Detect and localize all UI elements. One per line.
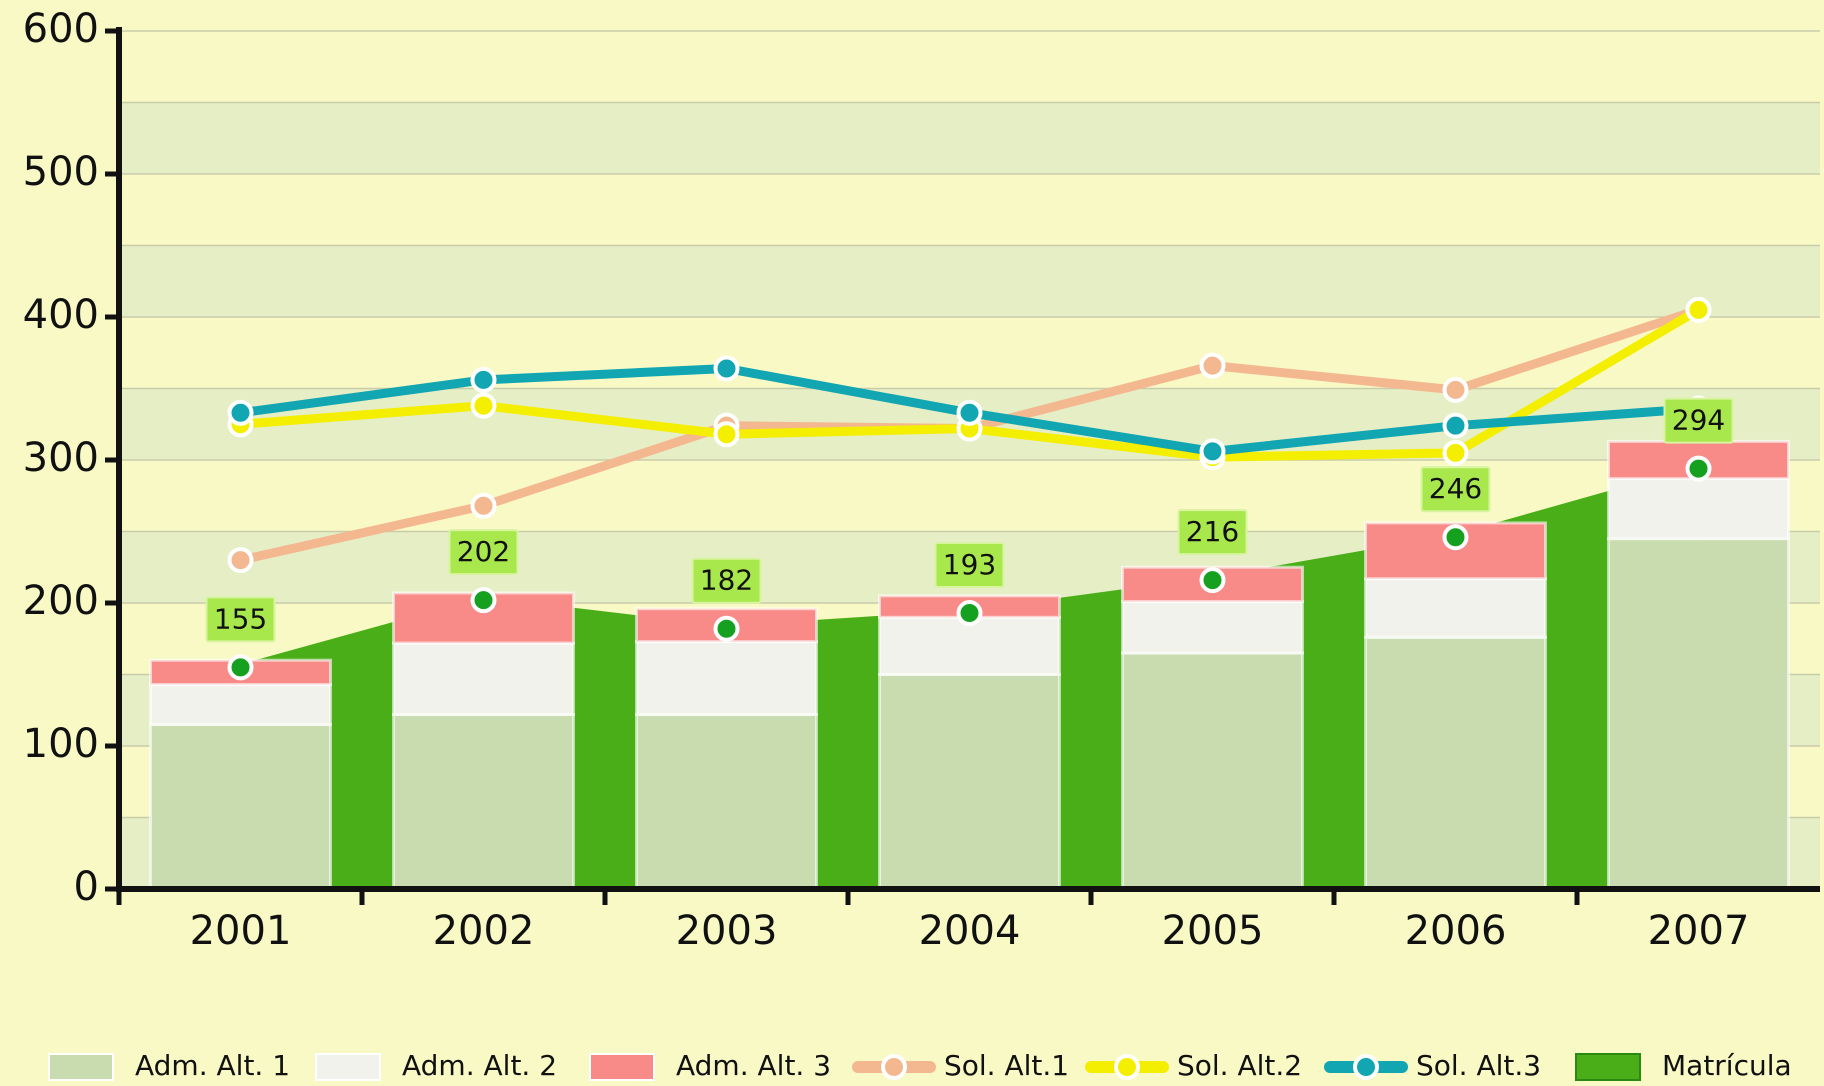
- area-marker: [1442, 524, 1469, 551]
- data-label: 216: [1186, 515, 1239, 548]
- legend-label: Sol. Alt.2: [1177, 1049, 1302, 1082]
- bar-segment: [1121, 651, 1304, 891]
- area-marker: [713, 615, 740, 642]
- data-label-box: [1420, 466, 1491, 513]
- area-marker: [470, 587, 497, 614]
- bar-segment: [149, 723, 332, 891]
- bar-segment: [878, 673, 1061, 891]
- legend-label: Adm. Alt. 1: [135, 1049, 290, 1082]
- line-marker: [227, 547, 254, 574]
- bar-segment: [1121, 600, 1304, 655]
- y-tick-label: 500: [23, 149, 99, 195]
- legend-marker: [1114, 1054, 1140, 1080]
- grid-band: [119, 102, 1820, 174]
- x-tick-label: 2004: [919, 908, 1021, 954]
- x-tick-label: 2002: [433, 908, 535, 954]
- x-tick-label: 2001: [190, 908, 292, 954]
- data-label: 182: [700, 564, 753, 597]
- line-marker: [470, 366, 497, 393]
- y-tick-label: 200: [23, 578, 99, 624]
- legend-swatch: [1575, 1053, 1641, 1081]
- bar-segment: [149, 683, 332, 727]
- data-label: 202: [457, 535, 510, 568]
- data-label-box: [1663, 397, 1734, 444]
- line-marker: [1685, 296, 1712, 323]
- bar-segment: [392, 641, 575, 717]
- line-marker: [1442, 412, 1469, 439]
- data-label-box: [448, 529, 519, 576]
- x-tick-label: 2007: [1648, 908, 1750, 954]
- legend-swatch: [48, 1053, 114, 1081]
- y-tick-label: 100: [23, 721, 99, 767]
- bar-segment: [878, 615, 1061, 676]
- data-label-box: [691, 557, 762, 604]
- area-marker: [1685, 455, 1712, 482]
- line-marker: [470, 492, 497, 519]
- legend-swatch: [315, 1053, 381, 1081]
- line-marker: [227, 399, 254, 426]
- data-label-box: [1177, 509, 1248, 556]
- bar-segment: [635, 640, 818, 717]
- line-marker: [1199, 352, 1226, 379]
- line-marker: [1442, 439, 1469, 466]
- data-label-box: [205, 596, 276, 643]
- y-tick-label: 400: [23, 292, 99, 338]
- bar-segment: [1607, 537, 1790, 891]
- legend-marker: [1353, 1054, 1379, 1080]
- x-tick-label: 2005: [1162, 908, 1264, 954]
- line-marker: [713, 421, 740, 448]
- data-label: 294: [1672, 404, 1725, 437]
- line-marker: [713, 355, 740, 382]
- legend-label: Adm. Alt. 3: [676, 1049, 831, 1082]
- bar-segment: [1607, 477, 1790, 541]
- line-marker: [956, 399, 983, 426]
- area-marker: [227, 654, 254, 681]
- legend-label: Sol. Alt.1: [944, 1049, 1069, 1082]
- legend-label: Adm. Alt. 2: [402, 1049, 557, 1082]
- legend-label: Sol. Alt.3: [1416, 1049, 1541, 1082]
- data-label: 246: [1429, 472, 1482, 505]
- legend-label: Matrícula: [1662, 1049, 1792, 1082]
- legend-swatch: [589, 1053, 655, 1081]
- y-tick-label: 300: [23, 435, 99, 481]
- bar-segment: [1364, 521, 1547, 581]
- data-label: 193: [943, 548, 996, 581]
- line-marker: [1199, 438, 1226, 465]
- data-label-box: [934, 542, 1005, 589]
- data-label: 155: [214, 602, 267, 635]
- y-tick-label: 600: [23, 6, 99, 52]
- legend-marker: [881, 1054, 907, 1080]
- x-tick-label: 2003: [676, 908, 778, 954]
- x-tick-label: 2006: [1405, 908, 1507, 954]
- area-marker: [956, 600, 983, 627]
- line-marker: [1442, 376, 1469, 403]
- bar-segment: [1364, 577, 1547, 639]
- bar-segment: [392, 713, 575, 891]
- y-tick-label: 0: [74, 864, 99, 910]
- area-marker: [1199, 567, 1226, 594]
- line-marker: [470, 392, 497, 419]
- bar-segment: [635, 713, 818, 891]
- grid-band: [119, 245, 1820, 317]
- bar-segment: [1364, 635, 1547, 891]
